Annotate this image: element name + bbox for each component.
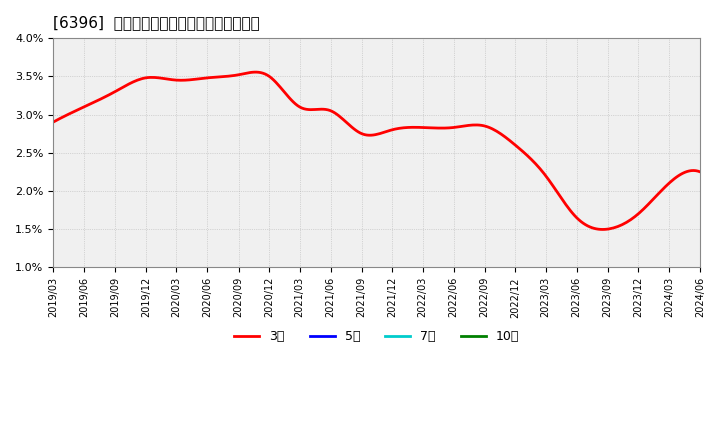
Legend: 3年, 5年, 7年, 10年: 3年, 5年, 7年, 10年 bbox=[229, 325, 524, 348]
Text: [6396]  経常利益マージンの標準偏差の推移: [6396] 経常利益マージンの標準偏差の推移 bbox=[53, 15, 260, 30]
